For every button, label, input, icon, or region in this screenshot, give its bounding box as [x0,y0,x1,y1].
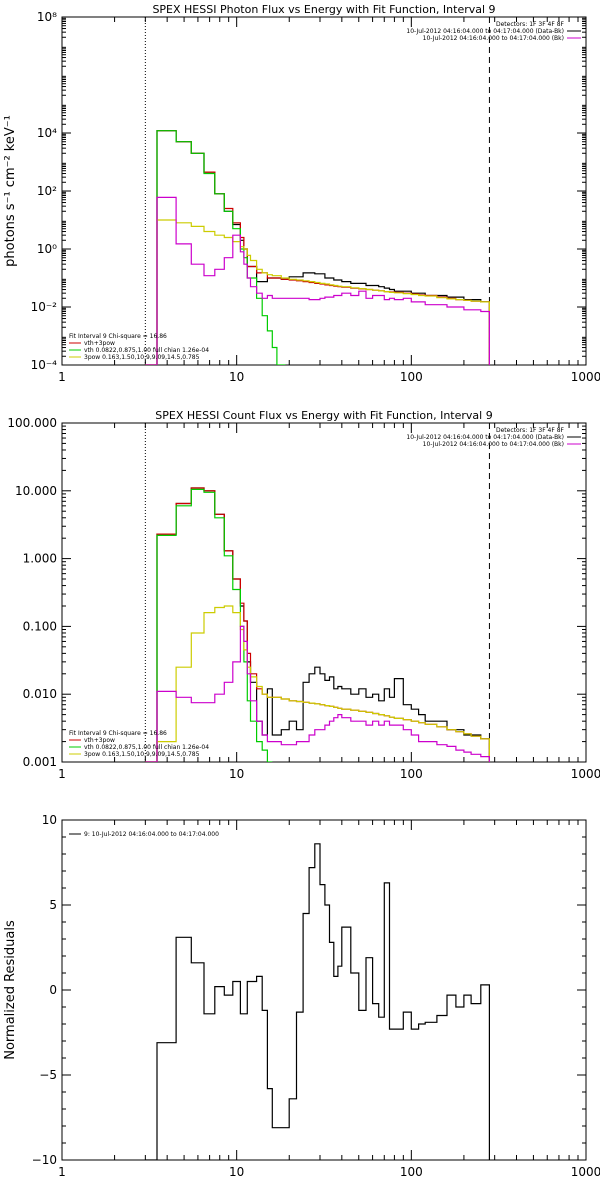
series-line [145,605,490,762]
legend-left-entry: vth 0.0822,0.875,1.00 full chian 1.26e-0… [84,347,209,354]
series-line [145,843,490,1160]
y-axis-label: photons s⁻¹ cm⁻² keV⁻¹ [3,115,18,267]
y-tick-label: 10 [42,813,57,827]
chart-title: SPEX HESSI Photon Flux vs Energy with Fi… [152,3,495,16]
series-line [145,488,273,762]
y-tick-label: 0.100 [23,619,57,633]
legend-right-entry: 10-Jul-2012 04:16:04.000 to 04:17:04.000… [406,28,564,35]
x-tick-label: 1000 [571,370,600,384]
y-tick-label: −5 [39,1068,57,1082]
series-line [145,130,490,365]
y-tick-label: 10⁻⁴ [31,358,58,372]
series-line [145,130,490,365]
series-line [145,219,490,365]
y-tick-label: 100.000 [7,416,57,430]
legend-right-entry: 10-Jul-2012 04:16:04.000 to 04:17:04.000… [423,35,564,42]
x-tick-label: 10 [229,767,244,781]
x-tick-label: 10 [229,370,244,384]
x-tick-label: 1 [58,767,66,781]
series-line [145,625,490,762]
plot-frame [61,422,587,763]
plot-frame [61,16,587,366]
legend-left-entry: 9: 10-Jul-2012 04:16:04.000 to 04:17:04.… [84,831,219,838]
y-tick-label: 5 [49,898,57,912]
y-tick-label: 10⁴ [37,126,57,140]
x-tick-label: 100 [400,370,423,384]
y-tick-label: 0.001 [23,755,57,769]
y-tick-label: 10⁻² [31,300,58,314]
y-tick-label: 0 [49,983,57,997]
y-axis-label: Normalized Residuals [3,920,18,1060]
legend-left-entry: vth 0.0822,0.875,1.00 full chian 1.26e-0… [84,744,209,751]
y-tick-label: 10.000 [15,484,57,498]
y-tick-label: −10 [32,1153,57,1167]
legend-right-entry: Detectors: 1F 3F 4F 8F [496,21,565,28]
legend-right-entry: 10-Jul-2012 04:16:04.000 to 04:17:04.000… [406,434,564,441]
legend-left-entry: 3pow 0.163,1.50,10.9,9.09,14.5,0.785 [84,751,200,758]
legend-left-entry: 3pow 0.163,1.50,10.9,9.09,14.5,0.785 [84,354,200,361]
legend-left-entry: vth+3pow [84,340,115,347]
series-line [145,487,490,762]
x-tick-label: 100 [400,767,423,781]
legend-left-entry: Fit Interval 9 Chi-square = 16.86 [69,333,167,340]
legend-left-entry: Fit Interval 9 Chi-square = 16.86 [69,730,167,737]
legend-right-entry: Detectors: 1F 3F 4F 8F [496,427,565,434]
x-tick-label: 1 [58,370,66,384]
x-tick-label: 1000 [571,767,600,781]
chart-title: SPEX HESSI Count Flux vs Energy with Fit… [155,409,492,422]
x-tick-label: 1 [58,1165,66,1179]
series-line [145,196,490,365]
y-tick-label: 1.000 [23,552,57,566]
series-line [145,130,286,365]
y-tick-label: 10⁰ [37,242,57,256]
plot-frame [61,819,587,1161]
x-tick-label: 100 [400,1165,423,1179]
x-tick-label: 10 [229,1165,244,1179]
x-tick-label: 1000 [571,1165,600,1179]
legend-right-entry: 10-Jul-2012 04:16:04.000 to 04:17:04.000… [423,441,564,448]
legend-left-entry: vth+3pow [84,737,115,744]
y-tick-label: 10² [37,184,57,198]
y-tick-label: 10⁸ [37,10,57,24]
y-tick-label: 0.010 [23,687,57,701]
